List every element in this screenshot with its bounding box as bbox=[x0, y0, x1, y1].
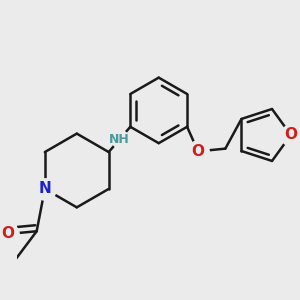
Text: NH: NH bbox=[109, 133, 130, 146]
Text: O: O bbox=[2, 226, 14, 242]
Text: N: N bbox=[38, 182, 51, 196]
Text: O: O bbox=[284, 128, 297, 142]
Text: O: O bbox=[191, 144, 205, 159]
